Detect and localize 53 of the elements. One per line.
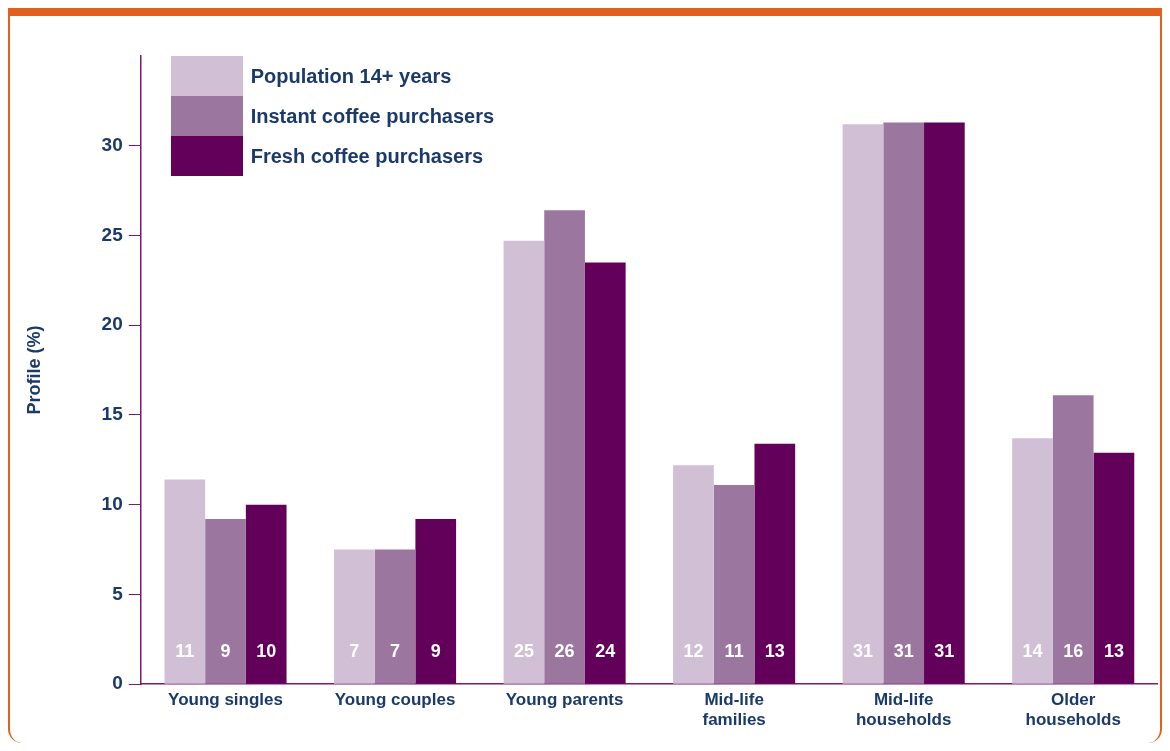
bar	[713, 484, 755, 684]
data-label: 13	[1103, 640, 1124, 661]
bar	[415, 519, 457, 684]
data-label: 9	[220, 640, 231, 661]
data-label: 12	[683, 640, 704, 661]
bar	[503, 240, 545, 684]
bar	[205, 519, 246, 684]
legend-label: Instant coffee purchasers	[250, 104, 495, 128]
data-label: 31	[934, 640, 955, 661]
data-label: 13	[764, 640, 785, 661]
y-tick-label: 0	[112, 672, 123, 694]
data-label: 14	[1022, 640, 1043, 661]
data-label: 31	[852, 640, 874, 661]
x-tick-label: Young parents	[505, 690, 624, 710]
bar	[584, 262, 626, 684]
data-label: 7	[390, 640, 401, 661]
x-tick-label: Young singles	[168, 690, 283, 710]
bar	[334, 549, 375, 684]
x-tick-label: Older households	[1025, 690, 1121, 730]
legend-label: Population 14+ years	[250, 64, 452, 88]
data-label: 11	[175, 640, 195, 661]
y-tick-label: 20	[101, 313, 123, 335]
bar	[164, 479, 206, 684]
y-axis-title: Profile (%)	[23, 325, 44, 415]
data-label: 16	[1063, 640, 1084, 661]
data-label: 7	[349, 640, 360, 661]
bar	[673, 465, 714, 684]
bar	[1012, 438, 1053, 684]
data-label: 24	[595, 640, 616, 661]
data-label: 26	[554, 640, 575, 661]
y-tick-label: 5	[112, 582, 124, 604]
y-tick-label: 10	[101, 492, 123, 514]
x-tick-label: Young couples	[334, 690, 456, 710]
bar	[924, 122, 965, 684]
bar	[544, 210, 585, 684]
bar	[842, 124, 884, 684]
data-label: 9	[430, 640, 441, 661]
y-tick-label: 15	[101, 403, 124, 425]
data-label: 31	[893, 640, 914, 661]
x-tick-label: Mid-life families	[702, 690, 766, 730]
bar	[1093, 452, 1135, 684]
y-tick-label: 30	[101, 133, 123, 155]
bar	[1052, 395, 1094, 684]
legend-label: Fresh coffee purchasers	[250, 144, 484, 168]
y-tick-label: 25	[101, 223, 124, 245]
data-label: 10	[256, 640, 277, 661]
data-label: 11	[724, 640, 744, 661]
bar	[374, 549, 416, 684]
bar	[245, 504, 287, 684]
data-label: 25	[513, 640, 534, 661]
bar	[754, 443, 796, 684]
x-tick-label: Mid-life households	[855, 690, 952, 730]
bar	[883, 122, 925, 684]
